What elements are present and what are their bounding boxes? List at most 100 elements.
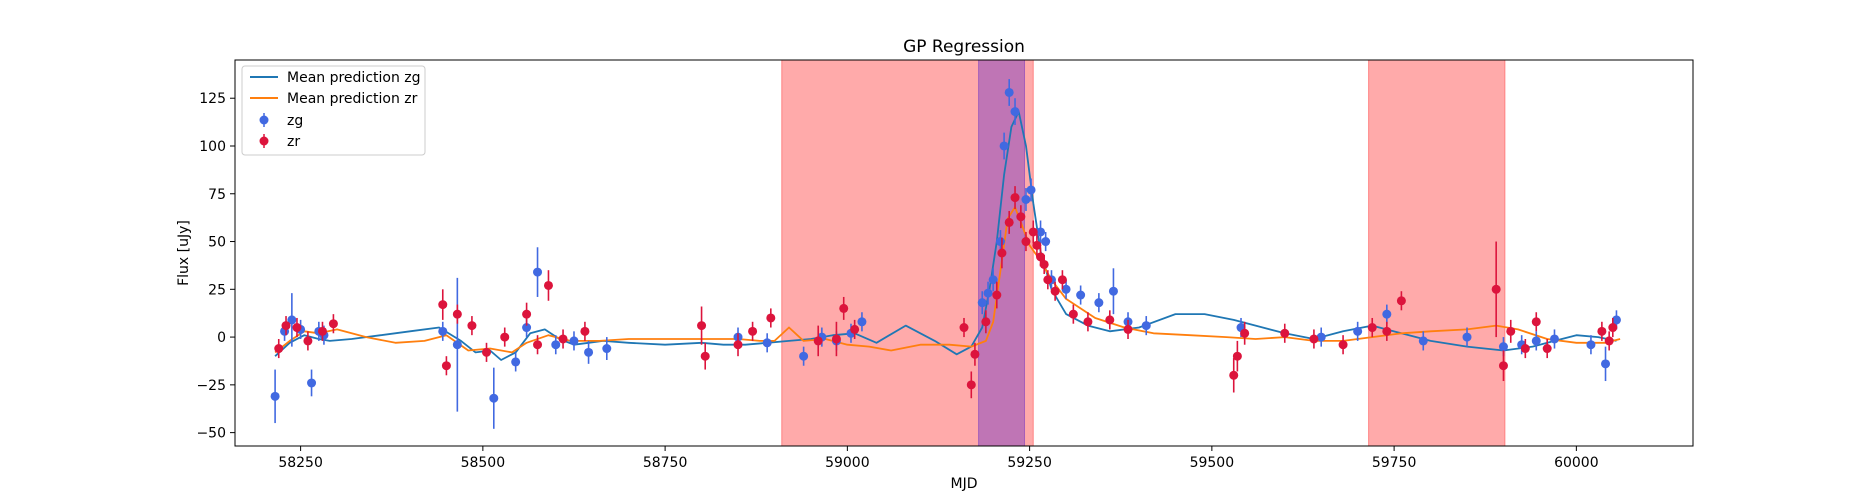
point-zg	[452, 340, 462, 350]
point-zr	[813, 336, 823, 346]
point-zr	[1028, 227, 1038, 237]
point-zg	[857, 317, 867, 327]
point-zr	[850, 324, 860, 334]
point-zr	[1280, 328, 1290, 338]
point-zg	[983, 288, 993, 298]
point-zg	[489, 393, 499, 403]
point-zr	[1057, 275, 1067, 285]
legend-label-zg: zg	[287, 113, 303, 129]
point-zr	[1105, 315, 1115, 325]
point-zr	[992, 290, 1002, 300]
shaded-region-2	[1368, 60, 1506, 446]
point-zr	[1338, 340, 1348, 350]
point-zg	[551, 340, 561, 350]
point-zr	[1229, 370, 1239, 380]
observations	[270, 79, 1621, 429]
point-zr	[1309, 334, 1319, 344]
point-zr	[1491, 284, 1501, 294]
point-zr	[1542, 344, 1552, 354]
point-zr	[441, 361, 451, 371]
x-tick-label: 59000	[825, 455, 870, 471]
point-zr	[1232, 351, 1242, 361]
point-zr	[1520, 344, 1530, 354]
y-tick-label: 100	[199, 139, 226, 155]
point-zr	[959, 323, 969, 333]
point-zr	[1604, 336, 1614, 346]
point-zr	[831, 334, 841, 344]
legend-marker-zg	[259, 115, 269, 125]
point-zr	[1016, 212, 1026, 222]
point-zr	[500, 332, 510, 342]
point-zr	[1597, 326, 1607, 336]
x-tick-label: 59250	[1007, 455, 1052, 471]
point-zg	[1004, 87, 1014, 97]
point-zg	[1382, 309, 1392, 319]
point-zr	[966, 380, 976, 390]
point-zg	[1021, 194, 1031, 204]
point-zg	[533, 267, 543, 277]
point-zg	[1601, 359, 1611, 369]
legend-label-zr: zr	[287, 134, 300, 150]
legend-frame	[241, 65, 426, 156]
point-zr	[1036, 252, 1046, 262]
legend: Mean prediction zg Mean prediction zr zg…	[241, 65, 426, 156]
point-zg	[999, 141, 1009, 151]
point-zg	[1094, 298, 1104, 308]
legend-label-mean-zr: Mean prediction zr	[287, 91, 418, 107]
point-zr	[1531, 317, 1541, 327]
point-zr	[1004, 217, 1014, 227]
point-zg	[1061, 284, 1071, 294]
point-zg	[511, 357, 521, 367]
point-zr	[580, 326, 590, 336]
point-zg	[438, 326, 448, 336]
point-zg	[762, 338, 772, 348]
point-zr	[1032, 240, 1042, 250]
point-zg	[1108, 286, 1118, 296]
y-tick-label: −25	[196, 378, 226, 394]
point-zr	[1123, 324, 1133, 334]
point-zr	[533, 340, 543, 350]
point-zg	[988, 275, 998, 285]
point-zr	[970, 349, 980, 359]
legend-marker-zr	[259, 136, 269, 146]
point-zr	[303, 336, 313, 346]
point-zg	[995, 237, 1005, 247]
point-zg	[602, 344, 612, 354]
point-zr	[733, 340, 743, 350]
point-zr	[1021, 237, 1031, 247]
point-zr	[328, 319, 338, 329]
y-tick-label: 25	[208, 282, 226, 298]
shaded-regions	[781, 60, 1506, 446]
point-zr	[274, 344, 284, 354]
x-tick-label: 58500	[461, 455, 506, 471]
point-zg	[1531, 336, 1541, 346]
point-zr	[1039, 259, 1049, 269]
point-zr	[452, 309, 462, 319]
point-zg	[522, 323, 532, 333]
y-tick-label: 0	[217, 330, 226, 346]
point-zr	[1050, 286, 1060, 296]
point-zg	[1462, 332, 1472, 342]
point-zg	[584, 347, 594, 357]
point-zg	[1498, 342, 1508, 352]
point-zr	[1240, 328, 1250, 338]
x-tick-label: 59750	[1372, 455, 1417, 471]
point-zr	[981, 317, 991, 327]
point-zr	[467, 321, 477, 331]
point-zr	[482, 347, 492, 357]
point-zg	[799, 351, 809, 361]
point-zr	[1010, 193, 1020, 203]
point-zr	[1396, 296, 1406, 306]
point-zr	[1382, 326, 1392, 336]
point-zg	[569, 336, 579, 346]
point-zr	[1608, 323, 1618, 333]
x-tick-label: 58750	[643, 455, 688, 471]
point-zg	[1611, 315, 1621, 325]
point-zg	[1076, 290, 1086, 300]
x-axis-label: MJD	[951, 476, 978, 492]
y-axis-ticks: −50 −25 0 25 50 75 100 125	[196, 91, 235, 442]
point-zr	[292, 323, 302, 333]
point-zr	[1043, 275, 1053, 285]
